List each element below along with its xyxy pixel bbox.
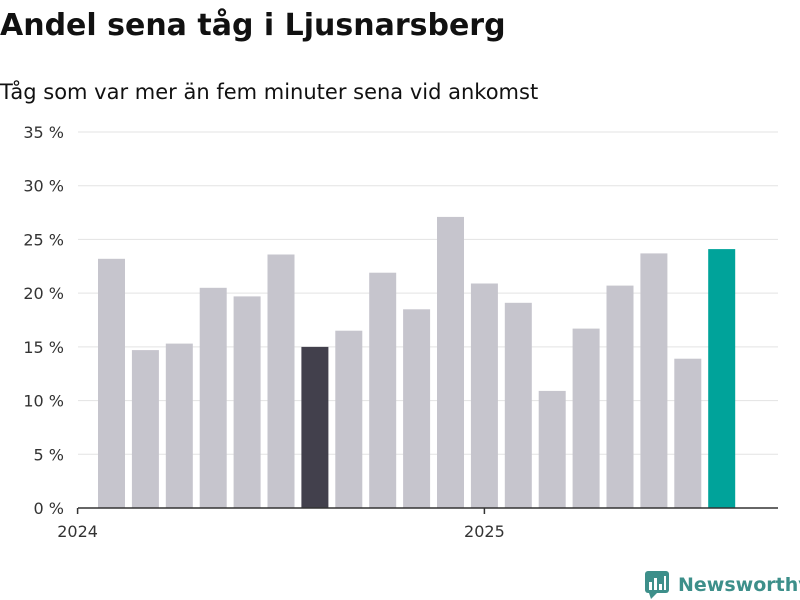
bar-2025-01 [470,283,498,508]
chart-subtitle: Tåg som var mer än fem minuter sena vid … [0,80,539,104]
bar-2024-03 [131,350,159,508]
y-tick-label: 5 % [34,445,64,464]
y-tick-label: 30 % [23,177,64,196]
bar-2025-07 [674,358,702,508]
bar-chart: 0 % 5 % 10 % 15 % 20 % 25 % 30 % 35 % 2024 2025 [23,123,778,541]
y-tick-label: 10 % [23,392,64,411]
bar-2024-06 [233,296,261,508]
bars [98,216,736,508]
y-tick-label: 15 % [23,338,64,357]
newsworthy-logo-icon [645,571,669,599]
x-axis-tick-labels: 2024 2025 [57,522,505,541]
bar-2024-05 [199,287,227,508]
y-tick-label: 20 % [23,284,64,303]
bar-2025-03 [538,390,566,508]
x-axis [76,507,778,514]
bar-2024-09 [335,330,363,508]
bar-2025-04 [572,328,600,508]
y-axis-tick-labels: 0 % 5 % 10 % 15 % 20 % 25 % 30 % 35 % [23,123,64,518]
brand-name: Newsworthy [678,574,800,596]
bar-2025-08 [708,249,736,508]
x-tick-label: 2024 [57,522,98,541]
page-title: Andel sena tåg i Ljusnarsberg [0,8,506,43]
bar-2024-08 [301,346,329,508]
bar-2024-10 [369,272,397,508]
y-tick-label: 35 % [23,123,64,142]
brand-logo: Newsworthy [644,570,800,600]
y-tick-label: 25 % [23,230,64,249]
bar-2024-07 [267,254,295,508]
bar-2024-02 [98,258,125,508]
bar-2024-11 [403,309,431,508]
y-tick-label: 0 % [34,499,64,518]
bar-2024-04 [165,343,193,508]
bar-2025-05 [606,285,634,508]
bar-2024-12 [437,216,464,508]
bar-2025-02 [504,302,532,508]
x-tick-label: 2025 [464,522,505,541]
bar-2025-06 [640,253,668,508]
